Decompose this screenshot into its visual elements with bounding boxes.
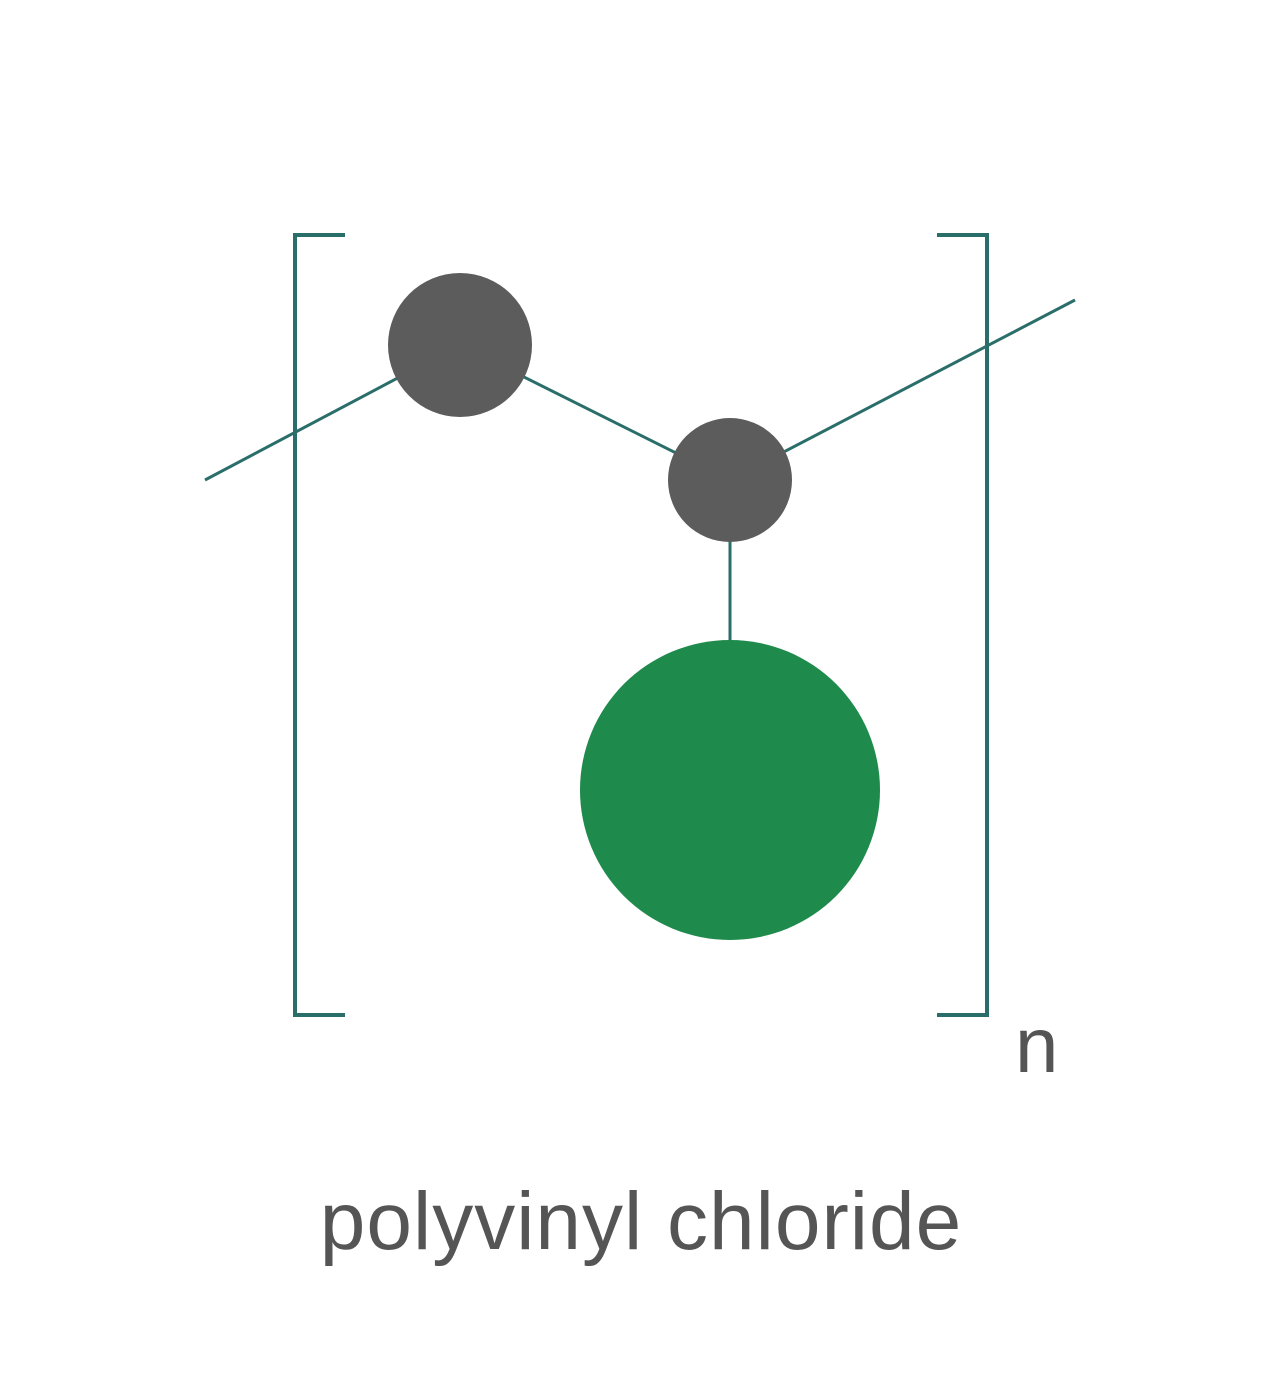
right-bracket (937, 235, 987, 1015)
atom-chlorine (580, 640, 880, 940)
left-bracket (295, 235, 345, 1015)
atom-carbon-1 (388, 273, 532, 417)
diagram-canvas: n polyvinyl chloride (0, 0, 1282, 1390)
compound-name: polyvinyl chloride (0, 1175, 1282, 1269)
atom-carbon-2 (668, 418, 792, 542)
repeat-subscript: n (1015, 1000, 1058, 1091)
